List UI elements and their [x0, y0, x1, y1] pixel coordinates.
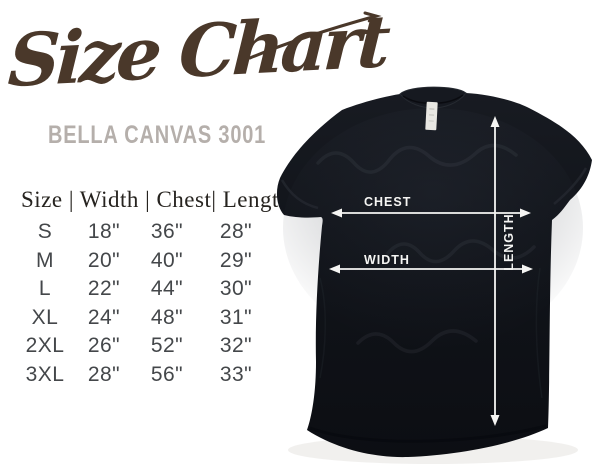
cell-width: 22" — [87, 277, 121, 301]
table-row: S 18" 36" 28" — [18, 218, 274, 247]
size-table: S 18" 36" 28" M 20" 40" 29" L 22" 44" 30… — [18, 218, 274, 389]
cell-size: XL — [31, 305, 59, 329]
neck-tag — [425, 101, 438, 131]
cell-length: 28" — [219, 220, 253, 244]
table-row: M 20" 40" 29" — [18, 247, 274, 276]
cell-chest: 56" — [150, 362, 184, 386]
subtitle: BELLA CANVAS 3001 — [48, 121, 267, 149]
watermark — [316, 143, 536, 354]
cell-size: S — [37, 220, 53, 244]
chest-arrow — [331, 208, 531, 218]
length-arrow — [490, 116, 500, 426]
table-header: Size | Width | Chest| Length — [21, 187, 291, 212]
cell-size: L — [38, 277, 52, 301]
cell-width: 18" — [87, 220, 121, 244]
collar — [399, 86, 467, 109]
table-row: L 22" 44" 30" — [18, 275, 274, 304]
cell-size: M — [36, 248, 54, 272]
cell-length: 29" — [219, 248, 253, 272]
cell-chest: 36" — [150, 220, 184, 244]
tshirt-diagram: CHEST WIDTH LENGTH — [276, 86, 592, 464]
cell-chest: 48" — [150, 305, 184, 329]
cell-width: 24" — [87, 305, 121, 329]
cell-size: 3XL — [25, 362, 65, 386]
cell-chest: 40" — [150, 248, 184, 272]
cell-chest: 52" — [150, 334, 184, 358]
title-swash-stroke — [248, 11, 382, 60]
table-row: 2XL 26" 52" 32" — [18, 332, 274, 361]
width-label: WIDTH — [364, 253, 410, 267]
cell-length: 33" — [219, 362, 253, 386]
cell-size: 2XL — [25, 334, 65, 358]
cell-length: 32" — [219, 334, 253, 358]
length-label: LENGTH — [502, 213, 516, 270]
cell-length: 31" — [219, 305, 253, 329]
cell-chest: 44" — [150, 277, 184, 301]
cell-length: 30" — [219, 277, 253, 301]
cell-width: 20" — [87, 248, 121, 272]
table-row: XL 24" 48" 31" — [18, 304, 274, 333]
cell-width: 28" — [87, 362, 121, 386]
chest-label: CHEST — [364, 195, 411, 209]
shirt-silhouette — [276, 86, 592, 458]
table-row: 3XL 28" 56" 33" — [18, 361, 274, 390]
cell-width: 26" — [87, 334, 121, 358]
